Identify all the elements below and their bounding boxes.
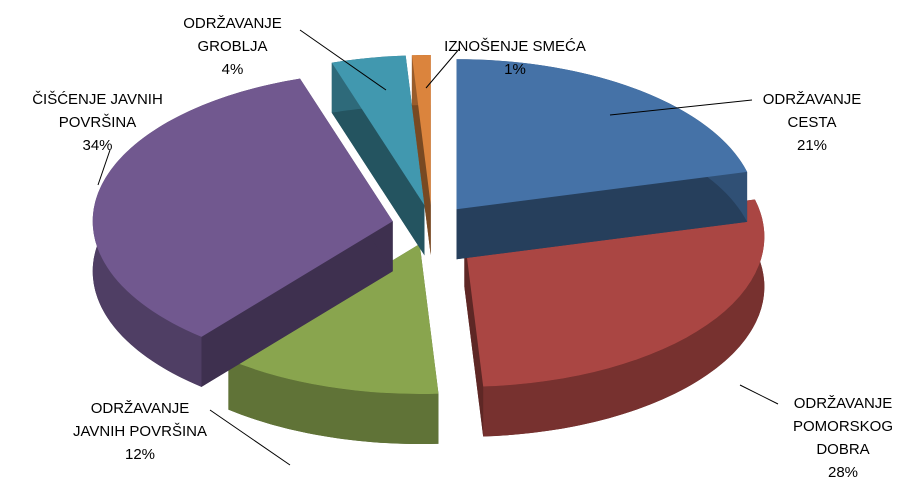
category-name: ODRŽAVANJE POMORSKOG DOBRA [792,395,893,458]
slice-label: ODRŽAVANJE CESTA 21% [752,88,872,157]
value-label: 28% [827,464,859,481]
slice-wall [411,55,431,256]
slice-label: ODRŽAVANJE POMORSKOG DOBRA 28% [778,392,906,484]
category-name: IZNOŠENJE SMEĆA [444,38,586,55]
category-name: ČIŠĆENJE JAVNIH POVRŠINA [32,91,163,131]
slice-side [228,359,439,445]
slice-label: ČIŠĆENJE JAVNIH POVRŠINA 34% [10,88,185,157]
slice-top [228,244,439,395]
leader-line [609,99,753,116]
slice-top [92,78,393,337]
category-name: ODRŽAVANJE CESTA [762,91,862,131]
slice-wall [201,221,393,387]
slice [411,55,431,256]
slice-top [456,59,748,210]
slice-label: IZNOŠENJE SMEĆA 1% [430,35,600,81]
category-name: ODRŽAVANJE GROBLJA [183,15,282,55]
leader-line [739,384,779,405]
slice [456,59,748,260]
value-label: 1% [504,61,526,78]
slice [228,244,439,445]
value-label: 21% [796,137,828,154]
value-label: 4% [221,61,244,78]
slice [92,78,393,387]
slice-side [483,199,765,437]
leader-line [97,149,111,186]
leader-line [425,47,461,89]
slice [331,55,425,256]
value-label: 34% [82,137,113,154]
slice-wall [331,62,425,256]
slice-label: ODRŽAVANJE JAVNIH POVRŠINA 12% [70,397,210,466]
slice-wall [456,171,748,260]
slice-top [331,55,425,206]
value-label: 12% [124,446,156,463]
slice-wall [464,236,484,437]
category-name: ODRŽAVANJE JAVNIH POVRŠINA [73,400,207,440]
leader-line [299,29,387,91]
slice-label: ODRŽAVANJE GROBLJA 4% [175,12,290,81]
slice-top [411,55,431,206]
leader-line [209,409,291,466]
